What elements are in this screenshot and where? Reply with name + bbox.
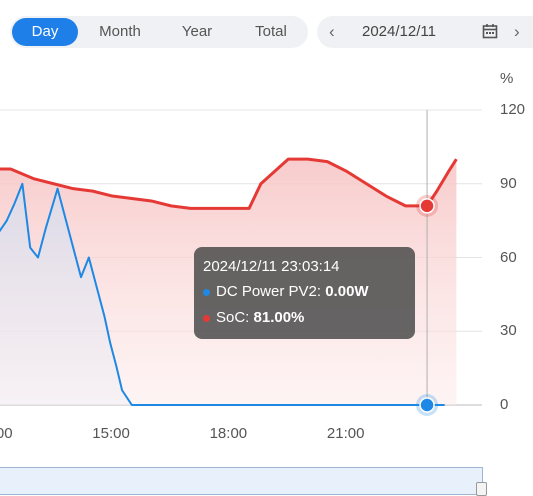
x-tick-label: 21:00: [326, 425, 365, 442]
pv-cursor-point: [419, 397, 435, 413]
tab-total[interactable]: Total: [255, 23, 287, 40]
calendar-icon[interactable]: [482, 23, 498, 39]
y-tick-label: 60: [500, 248, 517, 266]
date-display[interactable]: 2024/12/11: [362, 23, 436, 40]
period-tabs: Day Month Year Total: [10, 16, 308, 48]
tooltip-soc-value: 81.00%: [253, 309, 305, 326]
tooltip-soc-row: SoC: 81.00%: [203, 309, 304, 326]
y-tick-label: 0: [500, 396, 509, 413]
range-navigator[interactable]: [0, 467, 483, 495]
y-tick-label: 120: [500, 101, 526, 118]
y-tick-label: 90: [500, 174, 517, 192]
tab-day[interactable]: Day: [12, 18, 78, 46]
pv-legend-dot: [203, 288, 210, 296]
pv-line: [0, 182, 445, 406]
chart-tooltip: 2024/12/11 23:03:14 DC Power PV2: 0.00W …: [194, 247, 415, 339]
tooltip-pv-row: DC Power PV2: 0.00W: [203, 283, 369, 300]
soc-line: [0, 157, 458, 210]
chevron-left-icon[interactable]: ‹: [329, 22, 335, 41]
x-tick-label: 12:00: [0, 425, 13, 442]
x-tick-label: 18:00: [209, 425, 248, 442]
tab-year[interactable]: Year: [181, 23, 213, 40]
tooltip-time: 2024/12/11 23:03:14: [203, 258, 340, 275]
y-axis-unit: %: [500, 70, 514, 87]
tooltip-pv-value: 0.00W: [325, 283, 369, 300]
chevron-right-icon[interactable]: ›: [514, 22, 520, 41]
navigator-handle[interactable]: [476, 482, 487, 496]
tooltip-pv-label: DC Power PV2:: [216, 283, 326, 300]
tooltip-soc-label: SoC:: [216, 309, 254, 326]
soc-legend-dot: [203, 314, 210, 322]
date-navigator: ‹ 2024/12/11 ›: [317, 16, 533, 48]
x-tick-label: 15:00: [92, 425, 130, 442]
y-tick-label: 30: [500, 322, 517, 340]
tab-month[interactable]: Month: [99, 23, 141, 40]
soc-cursor-point: [419, 198, 435, 214]
